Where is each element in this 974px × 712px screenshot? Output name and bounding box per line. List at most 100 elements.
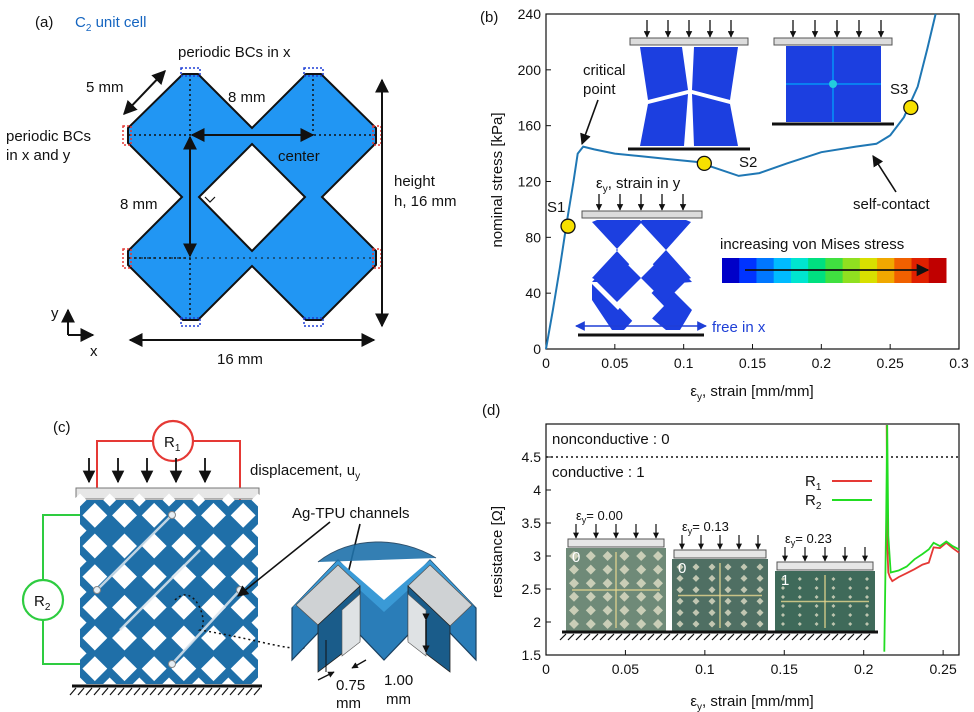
hatch [863, 633, 871, 641]
lattice-body [80, 500, 258, 684]
photo-cell [692, 620, 700, 628]
photo-cell [653, 564, 663, 575]
b-ytick-label: 40 [525, 285, 541, 301]
photo-cell [602, 564, 613, 575]
fea-inset-s2 [628, 20, 750, 151]
lattice-hole [112, 564, 137, 590]
hatch [149, 687, 157, 696]
photo-cell [585, 619, 596, 629]
lattice-hole [230, 533, 256, 559]
lattice-hole [230, 656, 256, 682]
photo-cell [724, 620, 732, 628]
label-axis-x: x [90, 343, 98, 360]
channel-terminal [93, 586, 101, 594]
photo-cell [814, 604, 819, 608]
b-ytick-label: 240 [518, 6, 542, 22]
b-ytick-label: 120 [518, 174, 542, 190]
lattice-edge-notch [251, 493, 265, 507]
photo-cell [797, 613, 802, 617]
hatch [751, 633, 759, 641]
r1-wire [96, 440, 153, 490]
lattice-hole [171, 502, 197, 528]
lattice-hole [201, 533, 226, 559]
lattice-edge-notch [73, 646, 87, 660]
d-ytick-label: 4.5 [522, 449, 542, 465]
photo-cell [676, 620, 684, 628]
d-ytick-label: 1.5 [522, 647, 542, 663]
photo-cell [569, 578, 579, 589]
lattice-hole [112, 502, 137, 528]
label-von-mises: increasing von Mises stress [720, 236, 904, 253]
d-xtick-label: 0.15 [771, 661, 798, 677]
hatch [181, 687, 189, 696]
lattice-edge-notch [132, 493, 146, 507]
photo-cell [653, 551, 663, 561]
lattice-edge-notch [73, 616, 87, 630]
photo-cell [865, 604, 869, 608]
photo-plate [776, 561, 874, 571]
photo-cell [708, 609, 716, 617]
hatch [807, 633, 815, 641]
photo-cell [569, 551, 579, 561]
photo-cell [756, 620, 764, 628]
photo-cell [619, 591, 630, 602]
lattice-hole [112, 594, 137, 620]
photo-cell [653, 605, 663, 616]
hatch [141, 687, 149, 696]
silver-channel [171, 589, 241, 665]
lattice-hole [171, 564, 197, 590]
label-s1: S1 [547, 199, 565, 216]
lattice-edge-notch [251, 616, 265, 630]
lattice-hole [82, 533, 108, 559]
photo-cell [724, 574, 732, 582]
label-8mm-top: 8 mm [228, 89, 266, 106]
r1-label: R1 [164, 434, 181, 454]
photo-cell [692, 609, 700, 617]
photo-strain-label: εy= 0.13 [682, 519, 729, 536]
d-xtick-label: 0.05 [612, 661, 639, 677]
channel-terminal [168, 660, 176, 668]
photo-cell [619, 605, 630, 616]
panel-a-label: (a) [35, 14, 53, 31]
photo-cell [814, 622, 819, 626]
photo-cell [653, 619, 663, 629]
plot-b-xlabel: εy, strain [mm/mm] [690, 383, 813, 403]
lattice-hole [141, 656, 167, 682]
hatch [727, 633, 735, 641]
marker-s3 [903, 99, 919, 116]
hatch [567, 633, 575, 641]
lattice-hole [171, 594, 197, 620]
callout-dotted [174, 594, 306, 655]
photo-cell [865, 595, 869, 599]
photo-cell [619, 564, 630, 575]
lattice-hole [230, 502, 256, 528]
lattice-edge-notch [73, 524, 87, 538]
hatch [583, 633, 591, 641]
b-xtick-label: 0.05 [601, 355, 628, 371]
d-ytick-label: 2.5 [522, 581, 542, 597]
d-xtick-label: 0 [542, 661, 550, 677]
photo-cell [781, 577, 785, 581]
hatch [229, 687, 237, 696]
d-ytick-label: 3.5 [522, 515, 542, 531]
photo-cell [585, 591, 596, 602]
panel-b: (b) 0 0.05 0.1 0.15 0.2 0.25 0.3 0 40 80 120 160 200… [480, 6, 969, 403]
lattice-edge-notch [221, 493, 235, 507]
hatch [133, 687, 141, 696]
b-xtick-label: 0 [542, 355, 550, 371]
photo-cell [797, 577, 802, 581]
photo-cell [831, 604, 836, 608]
hatch [125, 687, 133, 696]
panel-c-label: (c) [53, 419, 71, 436]
lattice-hole [171, 533, 197, 559]
photo-cell [692, 586, 700, 594]
hatch [767, 633, 775, 641]
photo-cell [602, 551, 613, 561]
photo-cell [865, 613, 869, 617]
hatch [647, 633, 655, 641]
hatch [85, 687, 93, 696]
hatch [695, 633, 703, 641]
label-critical-line1: critical [583, 62, 626, 79]
hatch [117, 687, 125, 696]
lattice-hole [230, 625, 256, 651]
